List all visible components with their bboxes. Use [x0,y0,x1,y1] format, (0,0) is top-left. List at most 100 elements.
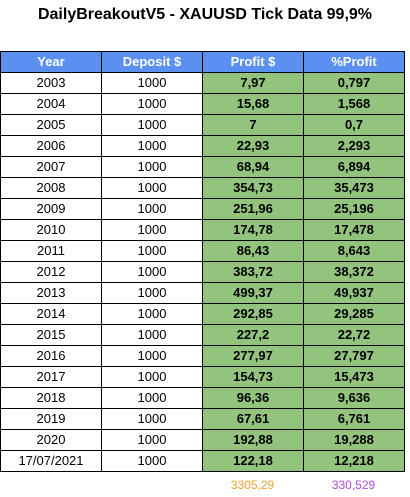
cell-deposit[interactable]: 1000 [101,177,203,199]
table-row: 2016 1000 277,97 27,797 [0,345,405,367]
cell-year[interactable]: 2008 [0,177,102,199]
cell-year[interactable]: 2010 [0,219,102,241]
cell-year[interactable]: 2013 [0,282,102,304]
table-row: 2007 1000 68,94 6,894 [0,156,405,178]
cell-year[interactable]: 2012 [0,261,102,283]
cell-profit[interactable]: 227,2 [202,324,304,346]
cell-pct-profit[interactable]: 0,7 [303,114,405,136]
cell-pct-profit[interactable]: 29,285 [303,303,405,325]
cell-deposit[interactable]: 1000 [101,198,203,220]
cell-deposit[interactable]: 1000 [101,450,203,472]
cell-pct-profit[interactable]: 1,568 [303,93,405,115]
cell-profit[interactable]: 277,97 [202,345,304,367]
cell-deposit[interactable]: 1000 [101,240,203,262]
cell-year[interactable]: 17/07/2021 [0,450,102,472]
table-row: 2012 1000 383,72 38,372 [0,261,405,283]
cell-deposit[interactable]: 1000 [101,135,203,157]
cell-profit[interactable]: 122,18 [202,450,304,472]
cell-pct-profit[interactable]: 35,473 [303,177,405,199]
cell-profit[interactable]: 67,61 [202,408,304,430]
cell-deposit[interactable]: 1000 [101,408,203,430]
cell-profit[interactable]: 96,36 [202,387,304,409]
cell-year[interactable]: 2018 [0,387,102,409]
header-profit[interactable]: Profit $ [202,51,304,73]
table-body: 2003 1000 7,97 0,797 2004 1000 15,68 1,568 2005 1… [0,72,405,472]
cell-profit[interactable]: 251,96 [202,198,304,220]
cell-year[interactable]: 2003 [0,72,102,94]
cell-deposit[interactable]: 1000 [101,156,203,178]
table-row: 2020 1000 192,88 19,288 [0,429,405,451]
cell-profit[interactable]: 354,73 [202,177,304,199]
cell-year[interactable]: 2020 [0,429,102,451]
table-row: 2008 1000 354,73 35,473 [0,177,405,199]
cell-profit[interactable]: 292,85 [202,303,304,325]
cell-deposit[interactable]: 1000 [101,324,203,346]
cell-pct-profit[interactable]: 17,478 [303,219,405,241]
cell-deposit[interactable]: 1000 [101,219,203,241]
cell-pct-profit[interactable]: 49,937 [303,282,405,304]
total-pct-profit[interactable]: 330,529 [331,478,376,492]
cell-deposit[interactable]: 1000 [101,366,203,388]
cell-year[interactable]: 2011 [0,240,102,262]
cell-deposit[interactable]: 1000 [101,114,203,136]
header-deposit[interactable]: Deposit $ [101,51,203,73]
cell-profit[interactable]: 86,43 [202,240,304,262]
cell-pct-profit[interactable]: 19,288 [303,429,405,451]
cell-deposit[interactable]: 1000 [101,429,203,451]
table-row: 2004 1000 15,68 1,568 [0,93,405,115]
cell-profit[interactable]: 22,93 [202,135,304,157]
table-row: 2005 1000 7 0,7 [0,114,405,136]
cell-profit[interactable]: 154,73 [202,366,304,388]
cell-year[interactable]: 2007 [0,156,102,178]
cell-profit[interactable]: 68,94 [202,156,304,178]
data-table: Year Deposit $ Profit $ %Profit 2003 1000… [0,51,405,472]
cell-pct-profit[interactable]: 38,372 [303,261,405,283]
table-row: 2009 1000 251,96 25,196 [0,198,405,220]
cell-deposit[interactable]: 1000 [101,93,203,115]
cell-year[interactable]: 2015 [0,324,102,346]
cell-pct-profit[interactable]: 9,636 [303,387,405,409]
cell-pct-profit[interactable]: 15,473 [303,366,405,388]
cell-deposit[interactable]: 1000 [101,303,203,325]
table-row: 2015 1000 227,2 22,72 [0,324,405,346]
cell-pct-profit[interactable]: 22,72 [303,324,405,346]
cell-pct-profit[interactable]: 2,293 [303,135,405,157]
cell-profit[interactable]: 15,68 [202,93,304,115]
table-row: 17/07/2021 1000 122,18 12,218 [0,450,405,472]
header-year[interactable]: Year [0,51,102,73]
cell-pct-profit[interactable]: 6,894 [303,156,405,178]
table-row: 2013 1000 499,37 49,937 [0,282,405,304]
cell-year[interactable]: 2016 [0,345,102,367]
cell-profit[interactable]: 7,97 [202,72,304,94]
header-pct-profit[interactable]: %Profit [303,51,405,73]
cell-deposit[interactable]: 1000 [101,345,203,367]
cell-year[interactable]: 2004 [0,93,102,115]
cell-deposit[interactable]: 1000 [101,387,203,409]
cell-deposit[interactable]: 1000 [101,282,203,304]
cell-pct-profit[interactable]: 8,643 [303,240,405,262]
cell-pct-profit[interactable]: 6,761 [303,408,405,430]
header-row: Year Deposit $ Profit $ %Profit [0,51,405,73]
cell-year[interactable]: 2017 [0,366,102,388]
cell-year[interactable]: 2005 [0,114,102,136]
cell-profit[interactable]: 7 [202,114,304,136]
table-row: 2017 1000 154,73 15,473 [0,366,405,388]
cell-deposit[interactable]: 1000 [101,72,203,94]
table-row: 2011 1000 86,43 8,643 [0,240,405,262]
table-row: 2014 1000 292,85 29,285 [0,303,405,325]
cell-year[interactable]: 2019 [0,408,102,430]
cell-year[interactable]: 2009 [0,198,102,220]
cell-pct-profit[interactable]: 27,797 [303,345,405,367]
cell-year[interactable]: 2014 [0,303,102,325]
cell-year[interactable]: 2006 [0,135,102,157]
cell-deposit[interactable]: 1000 [101,261,203,283]
cell-profit[interactable]: 192,88 [202,429,304,451]
cell-pct-profit[interactable]: 25,196 [303,198,405,220]
cell-pct-profit[interactable]: 12,218 [303,450,405,472]
cell-profit[interactable]: 174,78 [202,219,304,241]
cell-profit[interactable]: 383,72 [202,261,304,283]
table-row: 2006 1000 22,93 2,293 [0,135,405,157]
total-profit[interactable]: 3305,29 [230,478,275,492]
cell-profit[interactable]: 499,37 [202,282,304,304]
cell-pct-profit[interactable]: 0,797 [303,72,405,94]
